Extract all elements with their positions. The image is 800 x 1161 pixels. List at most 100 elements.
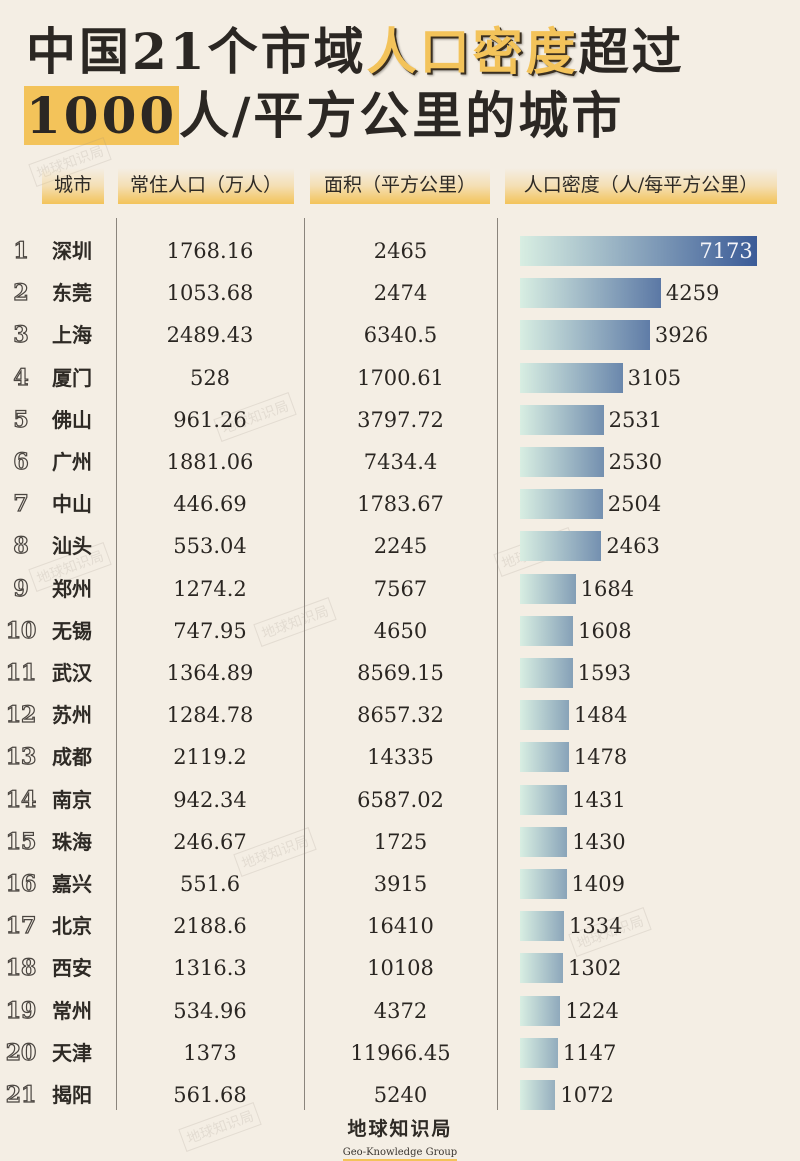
population-value: 2188.6 — [173, 914, 247, 939]
area-value: 7567 — [373, 576, 428, 601]
density-value: 1608 — [578, 618, 632, 643]
title-prefix: 中国21个市域 — [26, 22, 367, 81]
population-value: 1881.06 — [166, 450, 254, 474]
header-city: 城市 — [42, 168, 104, 204]
area-value: 8657.32 — [357, 703, 444, 728]
title-highlight-density: 人口密度 — [366, 22, 579, 81]
table-row: 13 成都 2119.2 14335 1478 — [0, 736, 800, 778]
city-name: 成都 — [52, 745, 92, 770]
area-value: 6340.5 — [363, 323, 438, 348]
density-bar — [520, 995, 561, 1026]
column-divider — [116, 218, 117, 1110]
table-row: 11 武汉 1364.89 8569.15 1593 — [0, 652, 800, 694]
city-name: 嘉兴 — [52, 872, 92, 896]
table-row: 6 广州 1881.06 7434.4 2530 — [0, 441, 800, 483]
table-row: 7 中山 446.69 1783.67 2504 — [0, 483, 800, 525]
density-bar — [520, 236, 758, 266]
header-population: 常住人口（万人） — [118, 168, 294, 204]
density-value: 1072 — [560, 1083, 614, 1107]
density-value: 2504 — [607, 492, 662, 517]
rank-number: 21 — [5, 1081, 37, 1108]
rank-number: 6 — [13, 448, 30, 475]
density-bar — [520, 320, 650, 351]
column-divider — [497, 218, 498, 1110]
table-row: 9 郑州 1274.2 7567 1684 — [0, 568, 800, 610]
city-name: 厦门 — [52, 365, 92, 390]
population-value: 1364.89 — [166, 661, 254, 685]
city-name: 佛山 — [52, 407, 92, 432]
rank-number: 8 — [13, 533, 30, 560]
rank-number: 3 — [13, 322, 30, 349]
density-bar — [520, 826, 568, 857]
population-value: 528 — [189, 365, 231, 390]
rank-number: 9 — [13, 575, 30, 602]
density-value: 3105 — [627, 365, 682, 390]
rank-number: 20 — [5, 1039, 37, 1066]
rank-number: 17 — [5, 913, 37, 940]
rank-number: 16 — [5, 870, 37, 897]
density-bar — [520, 911, 565, 942]
density-bar — [520, 531, 602, 562]
table-row: 14 南京 942.34 6587.02 1431 — [0, 779, 800, 821]
density-value: 7173 — [699, 239, 753, 263]
population-value: 561.68 — [173, 1083, 247, 1107]
area-value: 8569.15 — [357, 661, 444, 685]
density-bar — [520, 1080, 556, 1110]
city-name: 中山 — [52, 492, 92, 517]
density-bar — [520, 573, 576, 604]
city-name: 南京 — [52, 787, 92, 812]
population-value: 1284.78 — [166, 703, 254, 728]
city-name: 西安 — [52, 956, 92, 981]
rank-number: 11 — [5, 659, 37, 686]
city-name: 天津 — [52, 1040, 92, 1065]
density-value: 1409 — [571, 872, 625, 896]
population-value: 2489.43 — [166, 323, 254, 348]
table-row: 12 苏州 1284.78 8657.32 1484 — [0, 694, 800, 736]
rank-number: 5 — [13, 406, 30, 433]
area-value: 2474 — [373, 281, 428, 306]
header-density: 人口密度（人/每平方公里） — [505, 168, 777, 204]
title-line-1: 中国21个市域人口密度超过 — [26, 22, 685, 82]
density-value: 1147 — [562, 1040, 617, 1065]
population-value: 1274.2 — [173, 576, 247, 601]
density-value: 3926 — [654, 323, 709, 348]
city-name: 揭阳 — [52, 1083, 92, 1107]
density-value: 1593 — [577, 661, 632, 685]
population-value: 1373 — [183, 1040, 237, 1065]
density-value: 4259 — [665, 281, 720, 306]
density-value: 2530 — [608, 450, 663, 474]
density-value: 1684 — [580, 576, 635, 601]
area-value: 10108 — [367, 956, 434, 981]
rank-number: 13 — [5, 744, 37, 771]
area-value: 5240 — [373, 1083, 428, 1107]
table-row: 10 无锡 747.95 4650 1608 — [0, 610, 800, 652]
table-row: 20 天津 1373 11966.45 1147 — [0, 1032, 800, 1074]
city-name: 苏州 — [52, 703, 92, 728]
density-bar — [520, 362, 623, 393]
density-bar — [520, 447, 604, 477]
city-name: 汕头 — [52, 534, 92, 559]
city-name: 武汉 — [52, 661, 92, 685]
rank-number: 10 — [5, 617, 37, 644]
density-value: 2531 — [608, 407, 663, 432]
area-value: 14335 — [367, 745, 434, 770]
population-value: 553.04 — [173, 534, 247, 559]
title-line2-text: 人/平方公里的城市 — [179, 86, 625, 145]
area-value: 4372 — [373, 998, 428, 1023]
density-bar — [520, 700, 570, 731]
city-name: 深圳 — [52, 239, 92, 263]
city-name: 郑州 — [52, 576, 92, 601]
density-value: 1302 — [567, 956, 622, 981]
density-bar — [520, 278, 661, 309]
city-name: 广州 — [52, 450, 92, 474]
density-bar — [520, 404, 604, 435]
rank-number: 2 — [13, 280, 30, 307]
area-value: 6587.02 — [357, 787, 444, 812]
area-value: 11966.45 — [350, 1040, 451, 1065]
table-row: 21 揭阳 561.68 5240 1072 — [0, 1074, 800, 1116]
table-row: 16 嘉兴 551.6 3915 1409 — [0, 863, 800, 905]
table-row: 5 佛山 961.26 3797.72 2531 — [0, 399, 800, 441]
population-value: 1316.3 — [173, 956, 247, 981]
rank-number: 12 — [5, 702, 37, 729]
table-row: 17 北京 2188.6 16410 1334 — [0, 905, 800, 947]
